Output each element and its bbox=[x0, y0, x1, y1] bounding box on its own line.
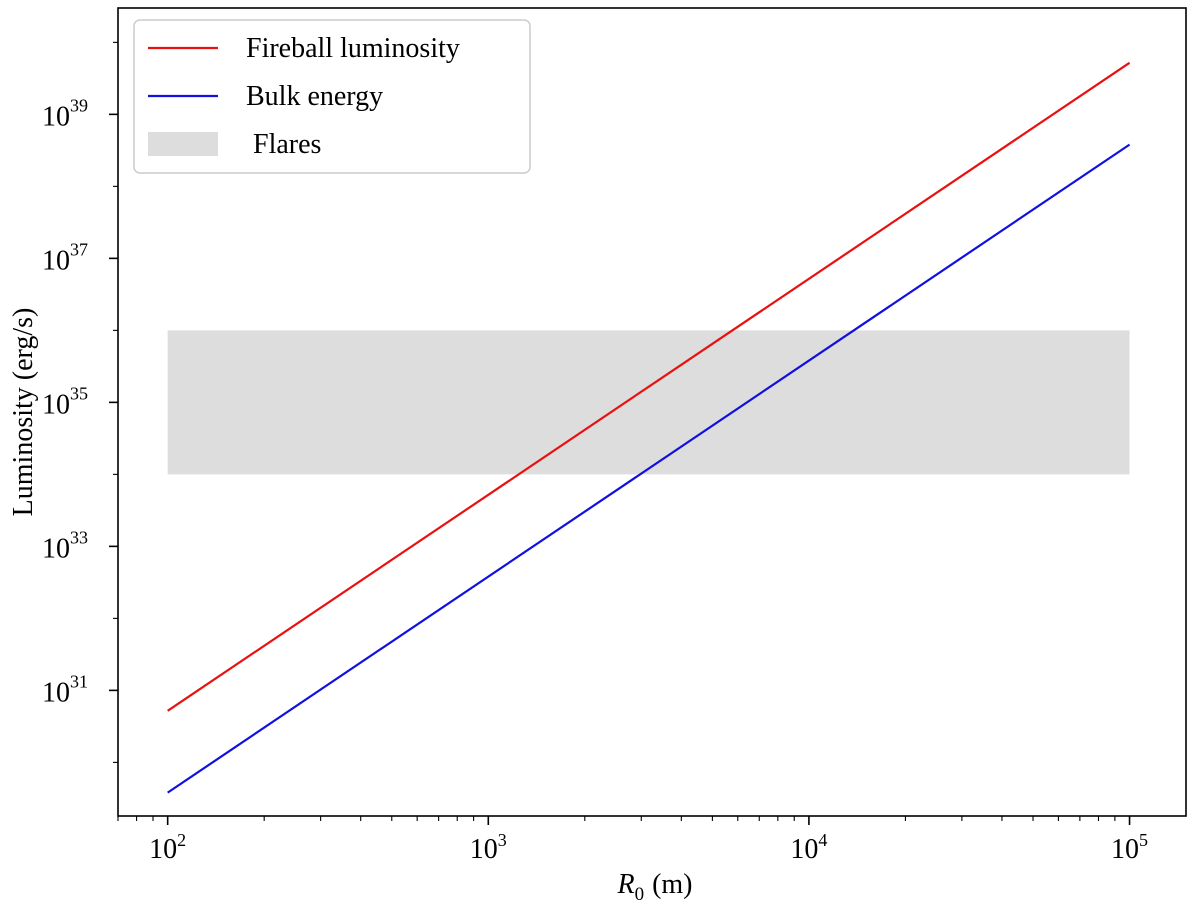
legend-label-flares: Flares bbox=[246, 129, 321, 160]
y-tick-label-4: 1039 bbox=[42, 95, 88, 132]
x-axis-ticks: 102 103 104 105 bbox=[117, 816, 1148, 865]
x-tick-label-3: 105 bbox=[1111, 830, 1148, 865]
x-tick-label-1: 103 bbox=[470, 830, 507, 865]
flares-band-layer bbox=[167, 330, 1130, 475]
y-tick-label-2: 1035 bbox=[42, 383, 88, 420]
legend-label-fireball: Fireball luminosity bbox=[246, 33, 460, 64]
legend-box bbox=[133, 19, 531, 174]
x-tick-label-0: 102 bbox=[149, 830, 186, 865]
legend-patch-flares bbox=[148, 132, 218, 156]
x-axis-label: R0 (m) bbox=[616, 869, 692, 905]
plot-frame bbox=[117, 7, 1187, 817]
y-axis-ticks: 1031 1033 1035 1037 1039 bbox=[42, 41, 118, 763]
y-tick-label-3: 1037 bbox=[42, 239, 88, 276]
y-tick-label-1: 1033 bbox=[42, 527, 88, 564]
series-line-1 bbox=[167, 143, 1131, 794]
legend: Fireball luminosity Bulk energy Flares bbox=[133, 19, 531, 174]
x-tick-label-2: 104 bbox=[790, 830, 827, 865]
y-tick-label-0: 1031 bbox=[42, 671, 88, 708]
flares-band bbox=[167, 330, 1130, 475]
series-layer bbox=[167, 61, 1131, 794]
series-line-0 bbox=[167, 61, 1131, 712]
legend-label-bulk: Bulk energy bbox=[246, 81, 383, 112]
y-axis-label: Luminosity (erg/s) bbox=[8, 308, 39, 517]
